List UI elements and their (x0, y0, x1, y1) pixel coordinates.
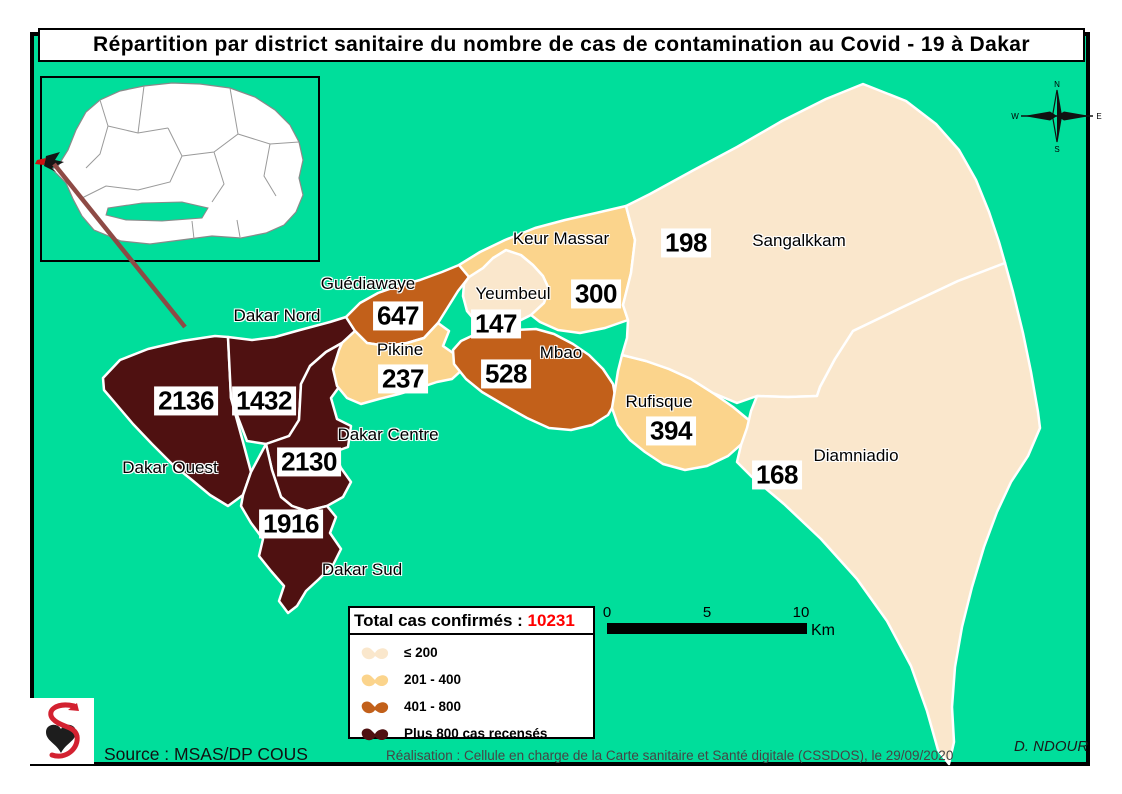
district-label-sangalkkam: Sangalkkam (752, 231, 846, 250)
credit-text: Réalisation : Cellule en charge de la Ca… (386, 748, 954, 763)
district-label-mbao: Mbao (539, 343, 583, 362)
district-cases-dakar-centre: 2130 (277, 447, 341, 477)
district-cases-diamniadio: 168 (752, 460, 802, 490)
legend-item-401-800: 401 - 800 (360, 697, 593, 716)
legend-swatch-le-200 (361, 646, 389, 659)
district-label-rufisque: Rufisque (625, 392, 693, 411)
district-cases-yeumbeul: 147 (471, 309, 521, 339)
author-signature: D. NDOUR (1014, 738, 1089, 755)
district-cases-rufisque: 394 (646, 416, 696, 446)
senegal-inset-map (40, 76, 320, 262)
district-label-keur-massar: Keur Massar (512, 229, 610, 248)
source-text: Source : MSAS/DP COUS (104, 744, 308, 764)
legend-item-le-200: ≤ 200 (360, 643, 593, 662)
district-label-diamniadio: Diamniadio (813, 446, 899, 465)
map-title: Répartition par district sanitaire du no… (38, 28, 1085, 62)
legend-title: Total cas confirmés : 10231 (350, 608, 593, 635)
district-cases-mbao: 528 (481, 359, 531, 389)
compass-east-label: E (1096, 112, 1101, 121)
district-label-dakar-sud: Dakar Sud (321, 560, 403, 579)
msas-logo-icon (46, 702, 80, 759)
legend-swatch-plus-800 (361, 727, 389, 740)
district-cases-dakar-sud: 1916 (259, 509, 323, 539)
scale-tick-10: 10 (792, 604, 810, 621)
district-label-dakar-nord: Dakar Nord (233, 306, 321, 325)
district-label-yeumbeul: Yeumbeul (475, 284, 551, 303)
scale-tick-0: 0 (602, 604, 612, 621)
legend-total-value: 10231 (527, 611, 575, 630)
district-label-guediawaye: Guédiawaye (320, 274, 416, 293)
legend-swatch-201-400 (361, 673, 389, 686)
legend-item-201-400: 201 - 400 (360, 670, 593, 689)
district-cases-pikine: 237 (378, 364, 428, 394)
legend-box: Total cas confirmés : 10231 ≤ 200 201 - … (348, 606, 595, 741)
district-cases-dakar-nord: 1432 (232, 386, 296, 416)
scale-unit-label: Km (811, 622, 835, 639)
msas-logo (30, 698, 94, 764)
scale-tick-5: 5 (702, 604, 712, 621)
legend-swatch-401-800 (361, 700, 389, 713)
legend-label-plus-800: Plus 800 cas recensés (404, 726, 548, 741)
district-cases-sangalkkam: 198 (661, 228, 711, 258)
scale-bar (607, 623, 807, 634)
legend-label-401-800: 401 - 800 (404, 699, 462, 714)
legend-item-plus-800: Plus 800 cas recensés (360, 724, 593, 743)
legend-label-201-400: 201 - 400 (404, 672, 462, 687)
senegal-outline (50, 82, 304, 245)
map-title-text: Répartition par district sanitaire du no… (93, 33, 1030, 56)
district-label-dakar-centre: Dakar Centre (337, 425, 439, 444)
district-cases-keur-massar: 300 (571, 279, 621, 309)
district-label-pikine: Pikine (376, 340, 424, 359)
district-cases-guediawaye: 647 (373, 301, 423, 331)
legend-label-le-200: ≤ 200 (404, 645, 438, 660)
district-label-dakar-ouest: Dakar Ouest (122, 458, 218, 477)
legend-title-label: Total cas confirmés : (354, 611, 523, 630)
district-cases-dakar-ouest: 2136 (154, 386, 218, 416)
